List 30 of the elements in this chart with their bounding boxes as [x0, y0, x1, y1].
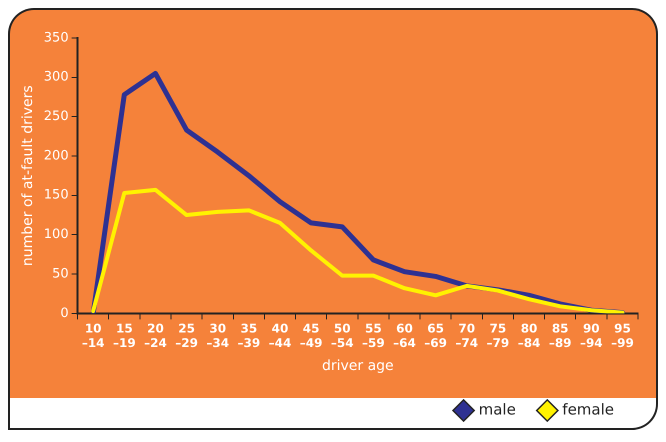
x-tick-label: 95 –99 [611, 322, 634, 350]
x-tick-label: 10 –14 [82, 322, 105, 350]
x-tick-label: 30 –34 [206, 322, 230, 350]
x-tick-label: 45 –49 [300, 322, 322, 350]
y-tick-label: 200 [44, 148, 69, 164]
y-axis-title: number of at-fault drivers [20, 85, 36, 266]
y-tick-label: 350 [44, 30, 69, 46]
x-tick-label: 40 –44 [268, 322, 292, 350]
x-tick-label: 15 –19 [112, 322, 136, 350]
x-tick-label: 55 –59 [362, 322, 385, 350]
x-tick-label: 90 –94 [580, 322, 603, 350]
x-tick-label: 80 –84 [518, 322, 540, 350]
y-tick-label: 50 [52, 266, 69, 282]
x-tick-label: 60 –64 [393, 322, 416, 350]
x-tick-label: 20 –24 [144, 322, 167, 350]
x-axis-title: driver age [322, 358, 394, 374]
x-tick-label: 70 –74 [455, 322, 478, 350]
x-tick-label: 35 –39 [237, 322, 260, 350]
y-tick-label: 150 [44, 188, 69, 203]
y-tick-label: 250 [44, 109, 69, 124]
y-tick-label: 100 [44, 227, 69, 242]
x-tick-label: 75 –79 [486, 322, 510, 350]
legend-label: male [478, 400, 516, 418]
x-tick-label: 50 –54 [330, 322, 354, 350]
x-tick-label: 85 –89 [548, 322, 572, 350]
x-tick-label: 65 –69 [424, 322, 447, 350]
y-tick-label: 0 [60, 306, 69, 321]
legend-label: female [562, 400, 614, 418]
x-tick-label: 25 –29 [175, 322, 198, 350]
y-tick-label: 300 [44, 70, 69, 85]
